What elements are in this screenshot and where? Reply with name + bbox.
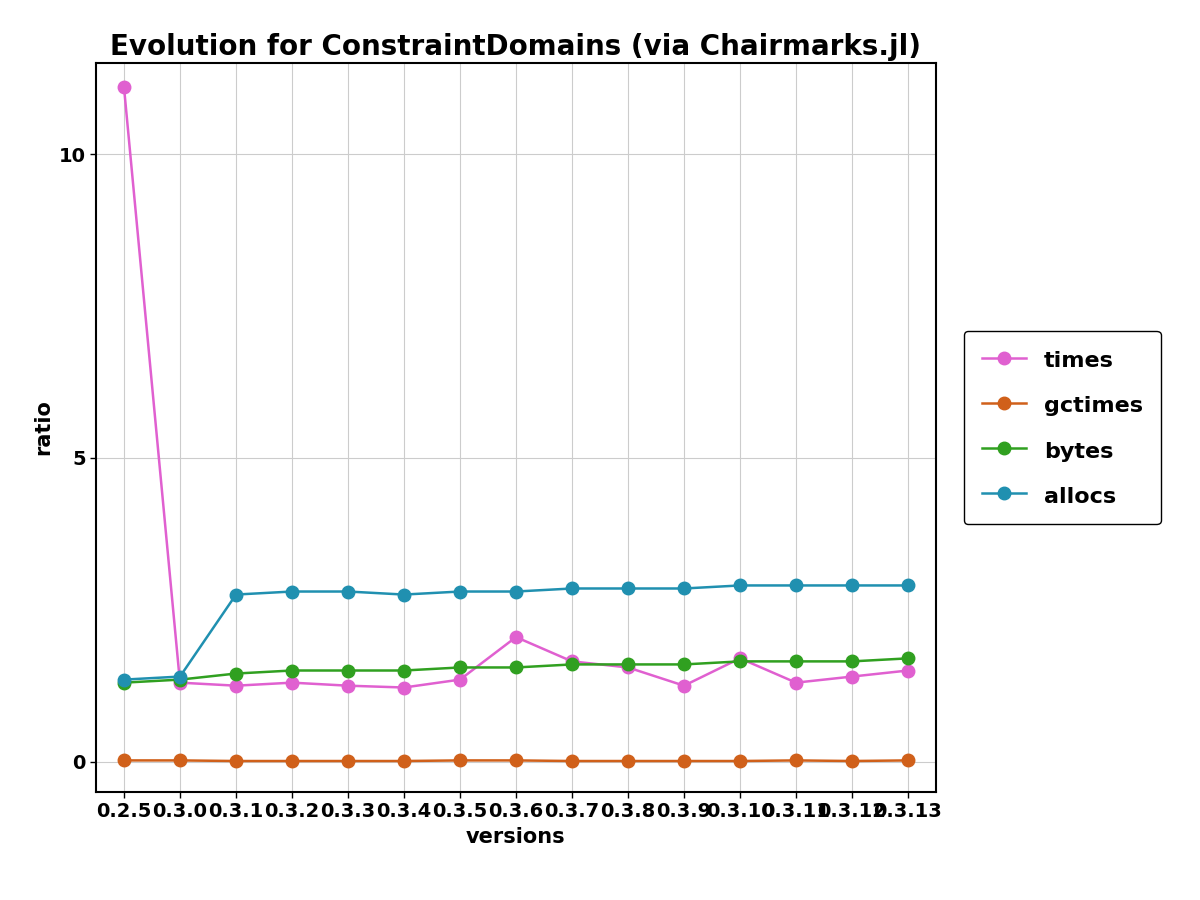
allocs [397,590,412,600]
times [397,682,412,693]
Y-axis label: ratio: ratio [34,400,53,455]
Legend: times, gctimes, bytes, allocs: times, gctimes, bytes, allocs [964,330,1160,525]
bytes [397,665,412,676]
gctimes [397,756,412,767]
gctimes [901,755,916,766]
allocs [788,580,803,591]
bytes [677,659,691,670]
times [677,680,691,691]
Line: gctimes: gctimes [118,754,914,768]
Line: times: times [118,81,914,694]
allocs [677,583,691,594]
allocs [901,580,916,591]
allocs [116,674,131,685]
gctimes [788,755,803,766]
gctimes [509,755,523,766]
bytes [509,662,523,673]
times [173,677,187,688]
allocs [733,580,748,591]
Line: allocs: allocs [118,580,914,686]
times [229,680,244,691]
allocs [341,586,355,597]
allocs [173,671,187,682]
gctimes [845,756,859,767]
times [565,656,580,667]
times [620,662,635,673]
times [509,632,523,643]
times [452,674,467,685]
allocs [509,586,523,597]
bytes [565,659,580,670]
bytes [284,665,299,676]
bytes [229,668,244,679]
bytes [173,674,187,685]
bytes [116,677,131,688]
times [901,665,916,676]
bytes [733,656,748,667]
gctimes [565,756,580,767]
X-axis label: versions: versions [466,827,566,847]
gctimes [116,755,131,766]
allocs [845,580,859,591]
gctimes [733,756,748,767]
allocs [620,583,635,594]
times [341,680,355,691]
gctimes [229,756,244,767]
gctimes [620,756,635,767]
gctimes [677,756,691,767]
allocs [284,586,299,597]
bytes [901,653,916,664]
bytes [788,656,803,667]
times [284,677,299,688]
times [845,671,859,682]
bytes [620,659,635,670]
gctimes [452,755,467,766]
allocs [229,590,244,600]
gctimes [173,755,187,766]
times [733,653,748,664]
bytes [845,656,859,667]
allocs [452,586,467,597]
allocs [565,583,580,594]
times [788,677,803,688]
gctimes [284,756,299,767]
times [116,82,131,93]
bytes [452,662,467,673]
bytes [341,665,355,676]
Line: bytes: bytes [118,652,914,688]
Title: Evolution for ConstraintDomains (via Chairmarks.jl): Evolution for ConstraintDomains (via Cha… [110,32,922,60]
gctimes [341,756,355,767]
